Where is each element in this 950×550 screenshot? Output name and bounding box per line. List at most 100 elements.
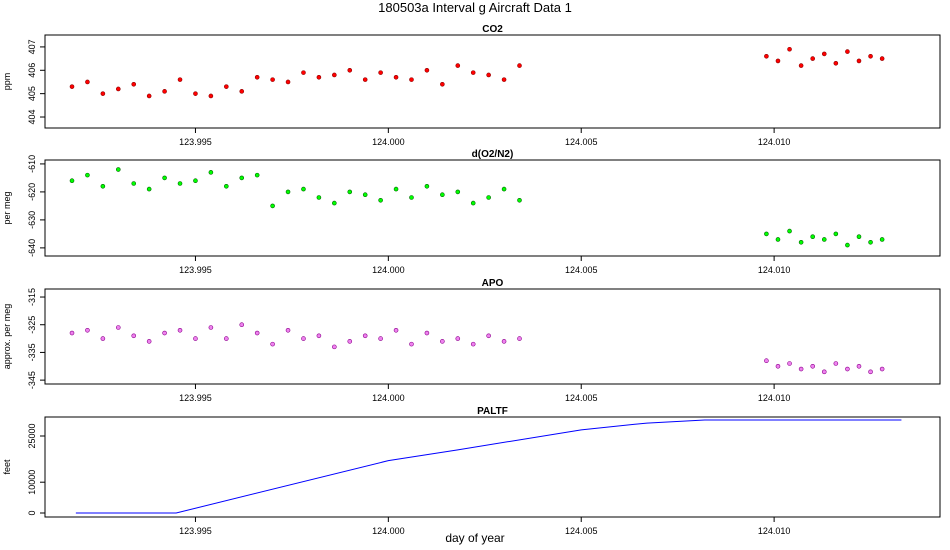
x-tick-label: 123.995 [179,393,212,403]
y-tick-label: -325 [27,316,37,334]
x-tick-label: 124.000 [372,137,405,147]
panel-title: CO2 [482,24,503,35]
point [115,86,121,92]
y-tick-label: -620 [27,183,37,201]
point [254,330,260,336]
point [69,178,75,184]
point [833,60,839,66]
y-tick-label: -335 [27,343,37,361]
y-tick-label: -345 [27,371,37,389]
point [270,341,275,347]
point [501,77,507,82]
point [486,195,491,200]
point [501,186,507,192]
point [845,49,850,54]
y-tick-label: -315 [27,288,37,306]
point [810,234,815,239]
panel-title: d(O2/N2) [472,149,514,160]
point [100,336,106,341]
point [879,237,885,242]
point [162,89,167,94]
point [787,361,792,366]
point [470,70,476,75]
point [868,369,873,375]
point [378,70,383,75]
point [85,172,90,178]
x-tick-label: 124.010 [758,526,791,536]
point [517,336,522,341]
point [316,195,322,200]
point [347,189,353,195]
x-tick-label: 124.000 [372,265,405,275]
point [879,56,885,61]
point [254,172,260,178]
point [486,72,491,78]
x-axis-label: day of year [445,531,504,545]
point [455,336,461,341]
point [208,170,214,175]
plot-frame [44,288,941,385]
point [868,53,873,59]
point [85,327,90,333]
x-tick-label: 124.005 [565,526,598,536]
point [131,181,137,186]
point [224,336,229,341]
point [798,366,804,372]
point [193,336,198,341]
x-tick-label: 124.005 [565,265,598,275]
point [362,77,368,82]
point [285,79,291,85]
point [424,184,430,189]
y-tick-label: 0 [27,510,37,515]
point [301,186,306,192]
point [798,239,804,245]
y-axis-label: ppm [2,73,12,91]
point [362,192,368,198]
point [764,53,769,59]
point [440,192,445,198]
point [787,46,792,52]
point [239,175,245,181]
point [821,237,827,242]
point [316,74,322,80]
point [856,58,862,64]
point [798,63,804,68]
point [879,366,885,372]
point [115,325,121,330]
point [378,336,383,341]
x-tick-label: 124.010 [758,265,791,275]
point [301,70,306,75]
point [162,175,167,181]
point [208,93,214,99]
point [177,327,183,333]
point [224,184,229,189]
point [393,327,399,333]
point [517,63,522,68]
y-tick-label: 407 [27,39,37,54]
point [470,341,476,347]
plot-frame [44,34,941,129]
point [845,242,850,248]
point [833,231,839,237]
line [75,419,902,514]
point [193,178,198,184]
plot-frame [44,416,941,518]
y-axis-label: feet [2,459,12,475]
point [362,333,368,339]
point [270,203,275,209]
point [177,181,183,186]
point [224,84,229,89]
point [775,58,781,64]
point [146,186,152,192]
point [239,322,245,328]
point [69,330,75,336]
point [393,186,399,192]
point [845,366,850,372]
point [85,79,90,85]
point [424,67,430,73]
point [254,74,260,80]
point [409,341,414,347]
point [131,333,137,339]
point [146,93,152,99]
